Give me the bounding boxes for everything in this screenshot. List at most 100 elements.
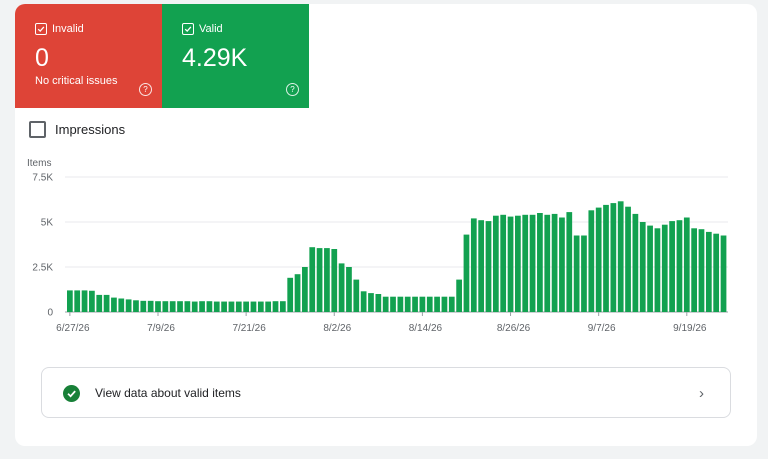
chart-bar (426, 296, 433, 312)
chart-bar (382, 296, 389, 312)
chevron-right-icon: › (699, 385, 704, 402)
chart-bar (191, 301, 198, 312)
chart-bar (705, 231, 712, 312)
chart-bar (169, 301, 176, 312)
view-valid-items-button[interactable]: View data about valid items › (41, 367, 731, 418)
impressions-checkbox[interactable] (29, 121, 46, 138)
chart-bar (713, 233, 720, 312)
chart-bar (111, 297, 117, 312)
chart-bar (478, 220, 485, 312)
chart-bar (147, 300, 154, 312)
chart-bar (89, 290, 95, 312)
chart-bar (669, 221, 675, 312)
chart-bar (720, 235, 727, 312)
y-tick-label: 5K (41, 218, 54, 229)
chart-bar (603, 204, 609, 312)
x-tick-label: 9/7/26 (588, 323, 616, 334)
chart-bar (155, 301, 161, 312)
chart-bar (404, 296, 411, 312)
chart-bar (544, 214, 551, 312)
chart-bar (206, 301, 213, 312)
view-valid-items-label: View data about valid items (95, 386, 241, 400)
items-bar-chart: Items 0 2.5K 5K 7.5K 6/27/26 7/9/26 7/21/26 8/2/… (27, 158, 728, 334)
chart-bar (676, 220, 683, 312)
chart-bar (346, 267, 352, 312)
chart-bar (632, 213, 639, 312)
chart-bar (177, 301, 183, 312)
check-circle-icon (63, 385, 80, 402)
chart-bar (235, 301, 242, 312)
chart-bar (500, 214, 507, 312)
y-axis-title: Items (27, 158, 51, 169)
valid-count: 4.29K (182, 44, 248, 72)
impressions-toggle[interactable]: Impressions (29, 121, 125, 138)
chart-bar (419, 296, 426, 312)
invalid-label: Invalid (52, 23, 84, 35)
chart-bar (74, 290, 81, 312)
chart-bar (581, 235, 587, 312)
valid-header: Valid (182, 23, 223, 35)
chart-bar (537, 213, 543, 312)
chart-bar (470, 218, 477, 312)
chart-bar (133, 300, 139, 312)
chart-bar (250, 301, 257, 312)
y-tick-label: 7.5K (32, 173, 53, 184)
y-tick-label: 2.5K (32, 263, 53, 274)
chart-bar (529, 214, 536, 312)
chart-bar (625, 206, 631, 312)
chart-bar (595, 207, 602, 312)
valid-label: Valid (199, 23, 223, 35)
chart-bar (412, 296, 418, 312)
x-tick-label: 8/14/26 (409, 323, 443, 334)
x-tick-label: 6/27/26 (56, 323, 90, 334)
chart-bar (390, 296, 396, 312)
chart-bar (324, 248, 330, 312)
invalid-tile[interactable]: Invalid 0 No critical issues ? (15, 4, 162, 108)
chart-bar (698, 229, 705, 312)
chart-bar (434, 296, 440, 312)
valid-tile[interactable]: Valid 4.29K ? (162, 4, 309, 108)
chart-bar (515, 215, 521, 312)
chart-bar (184, 301, 191, 312)
chart-bar (338, 263, 345, 312)
chart-bar (691, 228, 698, 312)
chart-bar (566, 212, 573, 312)
chart-bar (81, 290, 88, 312)
chart-bar (302, 267, 308, 312)
chart-bar (265, 301, 272, 312)
chart-bar (360, 291, 367, 312)
chart-bar (456, 279, 462, 312)
chart-bar (279, 301, 286, 312)
x-tick-label: 7/9/26 (147, 323, 175, 334)
chart-bar (485, 221, 492, 312)
checkbox-checked-icon[interactable] (182, 23, 194, 35)
chart-bar (287, 277, 294, 312)
chart-bar (639, 222, 646, 312)
chart-bar (228, 301, 235, 312)
x-tick-label: 7/21/26 (232, 323, 266, 334)
chart-bar (397, 296, 404, 312)
chart-bar (96, 294, 103, 312)
invalid-count: 0 (35, 44, 49, 72)
chart-bar (140, 300, 147, 312)
chart-bar (257, 301, 264, 312)
help-icon[interactable]: ? (286, 83, 299, 96)
chart-bar (448, 296, 455, 312)
chart-bar (309, 247, 316, 312)
chart-bar (617, 201, 624, 312)
chart-bar (199, 301, 205, 312)
chart-bar (492, 215, 499, 312)
chart-bar (368, 293, 374, 312)
chart-bar (125, 299, 132, 312)
invalid-header: Invalid (35, 23, 84, 35)
chart-bar (573, 235, 580, 312)
chart-bar (353, 279, 360, 312)
chart-bar (507, 216, 514, 312)
index-status-card: Invalid 0 No critical issues ? Valid 4.2… (15, 4, 757, 446)
chart-bar (559, 217, 565, 312)
help-icon[interactable]: ? (139, 83, 152, 96)
chart-bar (654, 228, 661, 312)
chart-bar (103, 294, 110, 312)
checkbox-checked-icon[interactable] (35, 23, 47, 35)
impressions-label: Impressions (55, 122, 126, 137)
